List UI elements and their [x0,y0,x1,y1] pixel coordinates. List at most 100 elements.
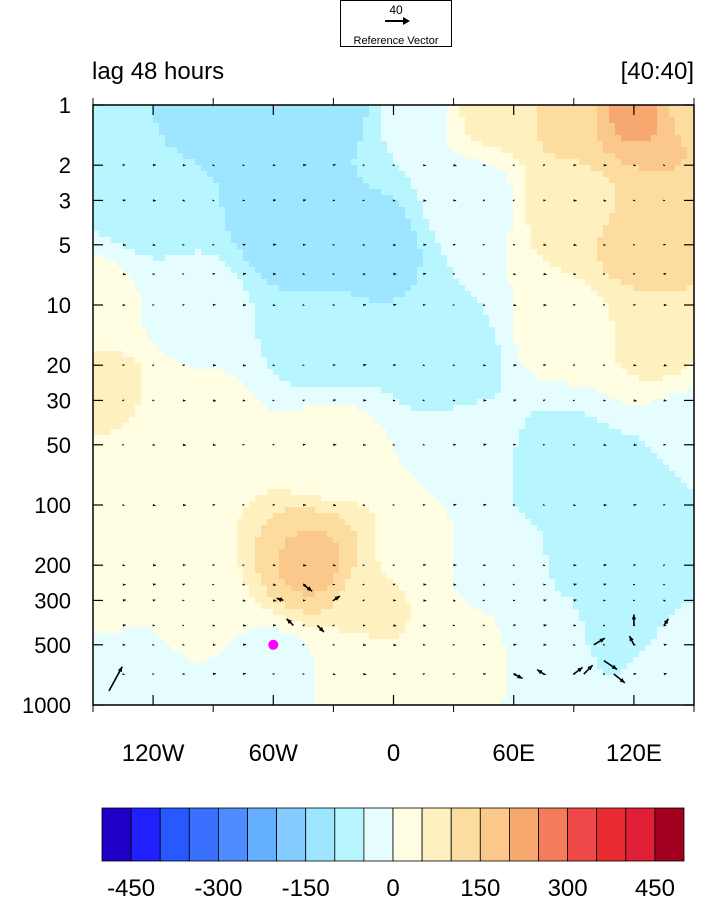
wind-vector [513,504,516,506]
wind-vector [423,272,427,276]
wind-vector [122,303,126,307]
wind-vector [242,564,245,567]
wind-vector [122,272,126,276]
wind-vector [362,443,366,446]
colorbar-tick-label: 0 [386,875,399,898]
wind-vector [482,599,485,602]
wind-vector [272,199,277,202]
wind-vector [603,443,607,446]
wind-vector [182,643,185,646]
wind-vector [422,504,426,507]
x-tick-label: 120E [606,740,662,767]
wind-vector [182,583,186,586]
left-title: lag 48 hours [92,58,225,85]
wind-vector [512,199,515,202]
wind-vector [303,503,306,507]
y-tick-label: 10 [47,293,71,318]
wind-vector [152,443,156,446]
wind-vector [302,243,306,246]
wind-vector [543,243,547,246]
wind-vector [152,199,156,202]
wind-vector [482,199,486,202]
wind-vector [362,564,365,566]
wind-vector [633,583,636,586]
wind-vector [452,672,455,676]
wind-vector [303,563,307,567]
wind-vector [542,564,546,567]
wind-vector [122,243,126,247]
right-title: [40:40] [620,58,694,85]
wind-vector [542,503,545,506]
wind-vector [663,303,667,307]
wind-vector [542,164,546,167]
x-tick-label: 120W [122,740,185,767]
wind-vector [242,672,246,676]
wind-vector [122,672,125,676]
wind-vector [453,563,457,567]
wind-vector-notable [332,595,341,602]
wind-vector [182,164,186,167]
reference-vector-arrow [385,17,410,25]
colorbar-tick-label: 150 [460,875,500,898]
wind-vector-notable [573,666,584,675]
axes: 120W 60W 0 60E 120E 1 2 3 5 10 20 30 50 100 200 300 500 1… [22,93,695,767]
wind-vector [362,199,365,202]
colorbar-swatch [421,807,452,862]
wind-vector [602,273,606,276]
wind-vector-notable [302,583,313,592]
y-tick-label: 500 [34,633,71,658]
y-tick-label: 30 [47,388,71,413]
wind-vector [633,503,637,507]
wind-vector [602,624,606,627]
wind-vector [603,599,606,602]
wind-vector [332,199,336,202]
wind-vector [572,643,576,646]
wind-vector [302,303,305,306]
wind-vector [362,624,366,627]
wind-vector [603,199,607,202]
wind-vector [122,583,126,586]
wind-vector [332,643,335,646]
wind-vector [482,303,486,306]
wind-vector [453,503,457,507]
wind-vector [332,399,337,402]
wind-vector [633,304,636,307]
wind-vector [212,599,215,602]
y-tick-label: 1 [59,93,71,118]
wind-vector [272,583,277,586]
wind-vector [212,583,215,586]
y-tick-label: 3 [59,188,71,213]
colorbar-tick-label: -150 [282,875,330,898]
wind-vector [512,583,515,586]
colorbar-swatch [508,807,539,862]
wind-vector [483,503,487,507]
wind-vector [332,672,336,676]
wind-vector [393,364,396,367]
wind-vector [663,599,666,602]
wind-vector [182,364,185,367]
wind-vector [453,199,457,202]
colorbar-tick-label: -300 [194,875,242,898]
colorbar-tick-label: 450 [635,875,675,898]
wind-vector [242,363,246,367]
wind-vector [152,272,155,275]
wind-vector [512,243,516,246]
wind-vector [483,443,487,447]
wind-vector [302,399,305,402]
wind-vector [182,399,186,402]
wind-vector [363,643,367,646]
colorbar-swatch [130,807,161,862]
wind-vector [303,163,307,167]
wind-vector [152,563,156,567]
wind-vector [422,673,425,676]
wind-vector [572,399,575,402]
wind-vector [182,599,185,602]
wind-vector-notable [316,624,325,633]
wind-vector [663,199,666,202]
colorbar-swatch [363,807,394,862]
wind-vector [573,164,577,167]
wind-vector-notable [593,637,606,646]
wind-vector [272,443,275,446]
wind-vector [122,199,126,202]
